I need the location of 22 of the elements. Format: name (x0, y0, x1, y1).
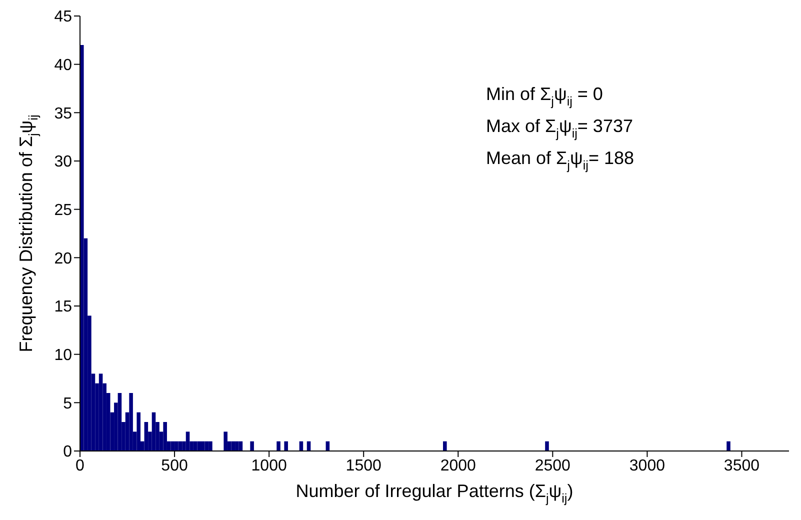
y-tick-label: 30 (54, 154, 72, 171)
y-tick-label: 25 (54, 202, 72, 220)
x-tick-label: 500 (161, 457, 188, 474)
annotation: Max of Σ$_{j}$ψ$_{ij}$= 3737 (486, 116, 633, 140)
x-tick-label: 1000 (251, 457, 287, 474)
x-tick-label: 3500 (724, 457, 760, 474)
y-tick-label: 0 (63, 444, 72, 461)
annotation: Min of Σ$_{j}$ψ$_{ij}$ = 0 (486, 84, 603, 108)
y-tick-label: 10 (54, 347, 72, 364)
x-tick-label: 0 (76, 457, 85, 474)
x-tick-label: 3000 (629, 457, 666, 474)
y-tick-label: 15 (54, 298, 72, 316)
y-tick-label: 20 (54, 250, 72, 268)
x-tick-label: 1500 (346, 457, 382, 474)
y-tick-label: 5 (63, 395, 72, 412)
x-tick-label: 2000 (440, 457, 476, 474)
x-tick-label: 2500 (534, 457, 571, 474)
y-tick-label: 40 (54, 57, 72, 74)
y-tick-label: 45 (54, 8, 72, 26)
x-axis-title: Number of Irregular Patterns (Σ$_{j}$ψ$_{ij}$) (296, 481, 574, 506)
annotation: Mean of Σ$_{j}$ψ$_{ij}$= 188 (486, 148, 634, 172)
y-tick-label: 35 (54, 105, 72, 122)
